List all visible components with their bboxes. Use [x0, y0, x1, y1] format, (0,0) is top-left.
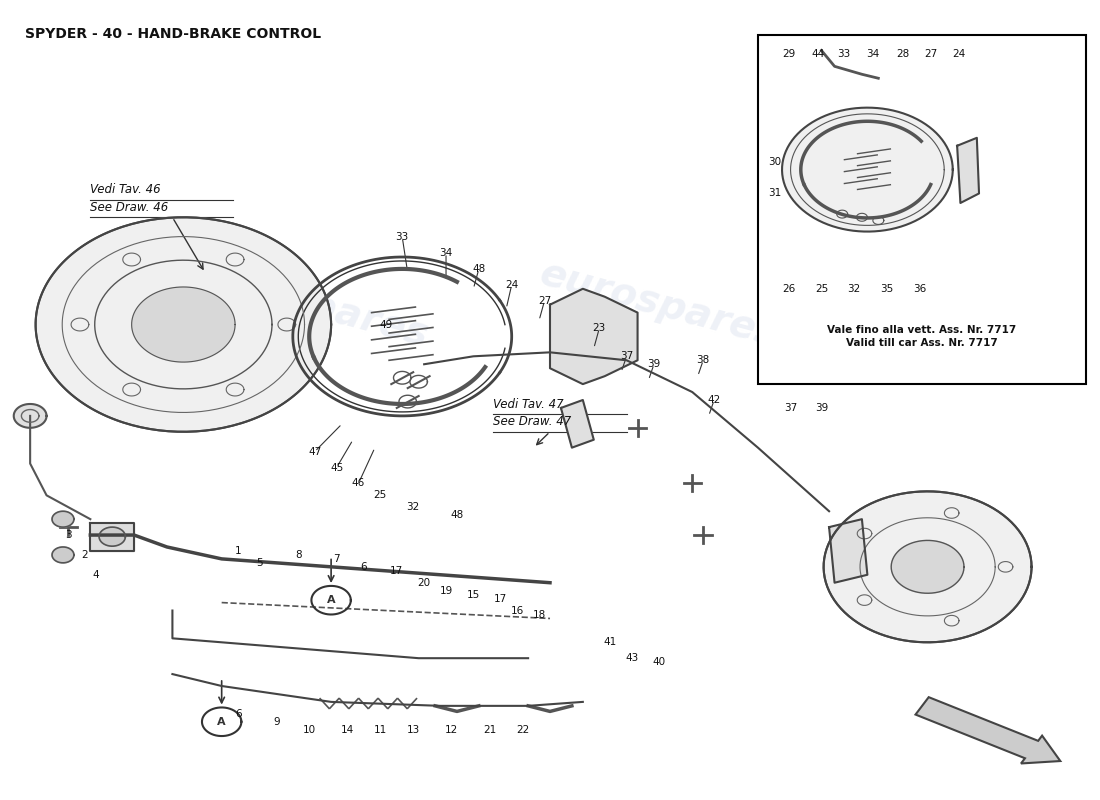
Text: 29: 29 — [782, 50, 795, 59]
Text: 15: 15 — [466, 590, 480, 600]
Text: 35: 35 — [880, 284, 893, 294]
Text: 16: 16 — [510, 606, 524, 615]
Text: 36: 36 — [913, 284, 926, 294]
Text: 19: 19 — [439, 586, 453, 596]
Text: 31: 31 — [768, 189, 781, 198]
Text: 25: 25 — [815, 284, 828, 294]
Polygon shape — [824, 491, 1032, 642]
Polygon shape — [957, 138, 979, 203]
Text: 22: 22 — [516, 725, 529, 734]
Text: 44: 44 — [812, 50, 825, 59]
Text: 47: 47 — [308, 446, 321, 457]
Text: 6: 6 — [361, 562, 367, 572]
Text: 48: 48 — [472, 264, 485, 274]
Text: 27: 27 — [924, 50, 937, 59]
Polygon shape — [52, 547, 74, 563]
Text: Valid till car Ass. Nr. 7717: Valid till car Ass. Nr. 7717 — [846, 338, 998, 348]
Text: 2: 2 — [81, 550, 88, 560]
Bar — [758, 34, 1087, 384]
Polygon shape — [891, 541, 964, 594]
Text: 33: 33 — [396, 232, 409, 242]
Polygon shape — [829, 519, 868, 582]
Text: Vale fino alla vett. Ass. Nr. 7717: Vale fino alla vett. Ass. Nr. 7717 — [827, 325, 1016, 334]
Polygon shape — [13, 404, 46, 428]
Text: 21: 21 — [483, 725, 496, 734]
Text: A: A — [327, 595, 336, 605]
Text: 37: 37 — [784, 403, 798, 413]
Polygon shape — [99, 527, 125, 546]
Text: 30: 30 — [768, 157, 781, 166]
Text: 33: 33 — [837, 50, 850, 59]
Text: 12: 12 — [444, 725, 458, 734]
Text: Vedi Tav. 47: Vedi Tav. 47 — [493, 398, 563, 411]
Text: 45: 45 — [330, 462, 343, 473]
Text: 20: 20 — [418, 578, 431, 588]
Text: 23: 23 — [593, 323, 606, 334]
Text: 32: 32 — [407, 502, 420, 512]
Text: 34: 34 — [866, 50, 880, 59]
Polygon shape — [550, 289, 638, 384]
Text: 34: 34 — [439, 248, 453, 258]
Text: 41: 41 — [604, 638, 617, 647]
Text: 24: 24 — [505, 280, 518, 290]
Text: 9: 9 — [273, 717, 279, 726]
Text: 5: 5 — [256, 558, 263, 568]
Text: 4: 4 — [92, 570, 99, 580]
Polygon shape — [90, 523, 134, 551]
Text: 48: 48 — [450, 510, 463, 520]
Text: See Draw. 46: See Draw. 46 — [90, 201, 168, 214]
Text: 42: 42 — [707, 395, 721, 405]
Text: SPYDER - 40 - HAND-BRAKE CONTROL: SPYDER - 40 - HAND-BRAKE CONTROL — [24, 26, 321, 41]
Text: 6: 6 — [234, 709, 241, 719]
Polygon shape — [35, 218, 331, 432]
Text: 17: 17 — [390, 566, 404, 576]
Text: 25: 25 — [374, 490, 387, 500]
Text: 49: 49 — [379, 319, 393, 330]
Text: Vedi Tav. 46: Vedi Tav. 46 — [90, 183, 161, 197]
Polygon shape — [561, 400, 594, 448]
Text: 32: 32 — [848, 284, 861, 294]
Text: 28: 28 — [895, 50, 909, 59]
Text: 13: 13 — [407, 725, 420, 734]
Text: 17: 17 — [494, 594, 507, 604]
Text: 38: 38 — [696, 355, 710, 366]
Text: 39: 39 — [647, 359, 661, 370]
Text: eurospares: eurospares — [186, 254, 432, 355]
Text: A: A — [218, 717, 226, 726]
Text: 24: 24 — [953, 50, 966, 59]
Text: 10: 10 — [302, 725, 316, 734]
Text: 11: 11 — [374, 725, 387, 734]
Text: 43: 43 — [626, 653, 639, 663]
Text: 18: 18 — [532, 610, 546, 619]
FancyArrow shape — [915, 697, 1060, 763]
Text: 26: 26 — [782, 284, 795, 294]
Text: 1: 1 — [234, 546, 241, 556]
Polygon shape — [132, 287, 235, 362]
Text: 37: 37 — [620, 351, 634, 362]
Text: eurospares: eurospares — [536, 254, 783, 355]
Text: See Draw. 47: See Draw. 47 — [493, 415, 571, 429]
Text: 46: 46 — [352, 478, 365, 489]
Text: 40: 40 — [653, 657, 666, 667]
Polygon shape — [782, 108, 953, 231]
Text: 39: 39 — [815, 403, 828, 413]
Text: 7: 7 — [333, 554, 340, 564]
Text: 27: 27 — [538, 296, 551, 306]
Text: 14: 14 — [341, 725, 354, 734]
Polygon shape — [52, 511, 74, 527]
Text: 8: 8 — [295, 550, 301, 560]
Text: 3: 3 — [65, 530, 72, 540]
